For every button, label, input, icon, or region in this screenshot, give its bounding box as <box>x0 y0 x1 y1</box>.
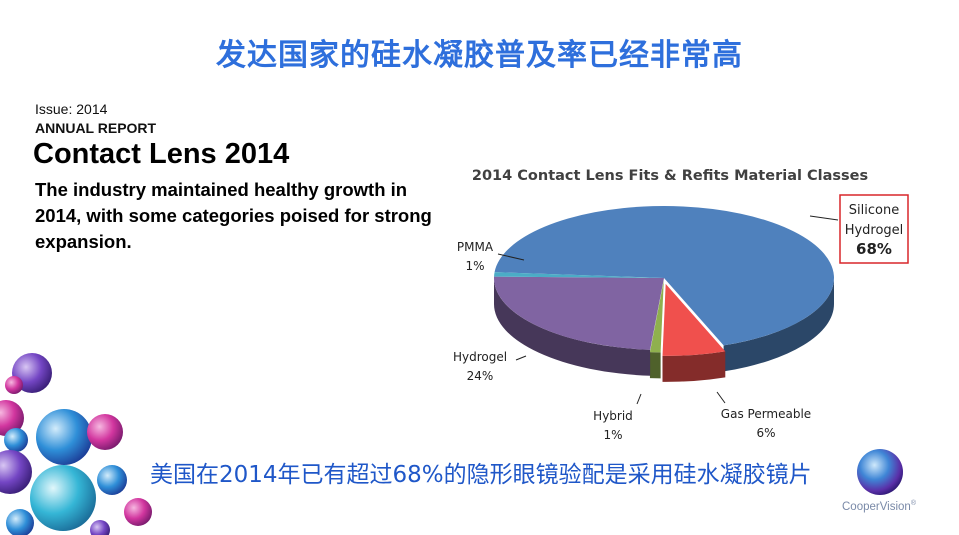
pie-labels: Silicone Hydrogel 68% Gas Permeable 6% Hybrid… <box>453 194 909 442</box>
slice-name-label: Silicone <box>849 203 899 218</box>
leader-line <box>497 253 525 261</box>
pie-slice-hybrid <box>649 280 664 353</box>
leader-line <box>716 391 726 404</box>
pie-slice-hydrogel <box>493 276 664 350</box>
slice-value-label: 6% <box>756 426 775 440</box>
report-headline: Contact Lens 2014 <box>33 138 290 170</box>
slice-label-pmma: PMMA 1% <box>457 240 525 273</box>
slice-name-label: Gas Permeable <box>721 407 811 421</box>
pie-slice-silicone-hydrogel <box>494 205 834 346</box>
sphere-decoration <box>0 400 24 436</box>
sphere-decoration <box>124 498 152 526</box>
sphere-decoration <box>5 376 23 394</box>
pie-slice-side-silicone-hydrogel <box>723 278 834 372</box>
slice-name-label: Hydrogel <box>845 223 904 238</box>
coopervision-logo-icon <box>857 449 903 495</box>
slice-name-label: Hydrogel <box>453 350 507 364</box>
slice-value-label: 1% <box>465 259 484 273</box>
pie-slice-side-gas-permeable <box>662 351 726 382</box>
slice-label-gas-permeable: Gas Permeable 6% <box>716 391 811 440</box>
bottom-caption: 美国在2014年已有超过68%的隐形眼镜验配是采用硅水凝胶镜片 <box>150 462 812 488</box>
sphere-decoration <box>6 509 34 535</box>
chart-title: 2014 Contact Lens Fits & Refits Material… <box>472 168 868 184</box>
coopervision-logo-text: CooperVision® <box>842 500 916 513</box>
logo-text: CooperVision <box>842 500 911 513</box>
issue-label: Issue: 2014 <box>35 101 108 117</box>
pie-slice-side-hydrogel <box>494 278 651 376</box>
annual-report-label: ANNUAL REPORT <box>35 120 157 136</box>
decorative-spheres <box>0 353 152 535</box>
leader-line <box>515 355 527 361</box>
slice-name-label: PMMA <box>457 240 494 254</box>
sphere-decoration <box>36 409 92 465</box>
slice-label-hybrid: Hybrid 1% <box>593 393 642 442</box>
pie-slice-side-hybrid <box>649 352 661 379</box>
leader-line <box>809 215 839 221</box>
slice-label-hydrogel: Hydrogel 24% <box>453 350 527 383</box>
sphere-decoration <box>0 450 32 494</box>
pie-slice-pmma <box>494 272 664 278</box>
pie-slice-gas-permeable <box>662 283 726 356</box>
report-summary: The industry maintained healthy growth i… <box>35 179 432 252</box>
slide-title: 发达国家的硅水凝胶普及率已经非常高 <box>216 38 743 73</box>
highlight-box <box>839 194 909 264</box>
leader-line <box>636 393 642 405</box>
pie-chart: 2014 Contact Lens Fits & Refits Material… <box>453 168 909 442</box>
sphere-decoration <box>30 465 96 531</box>
slice-name-label: Hybrid <box>593 409 633 423</box>
slice-label-silicone-hydrogel: Silicone Hydrogel 68% <box>809 194 909 264</box>
pie-slices <box>493 205 834 382</box>
slice-value-label: 68% <box>856 240 892 258</box>
sphere-decoration <box>4 428 28 452</box>
sphere-decoration <box>97 465 127 495</box>
sphere-decoration <box>87 414 123 450</box>
slice-value-label: 24% <box>467 369 494 383</box>
logo-registered-mark: ® <box>910 500 917 507</box>
slice-value-label: 1% <box>603 428 622 442</box>
sphere-decoration <box>90 520 110 535</box>
